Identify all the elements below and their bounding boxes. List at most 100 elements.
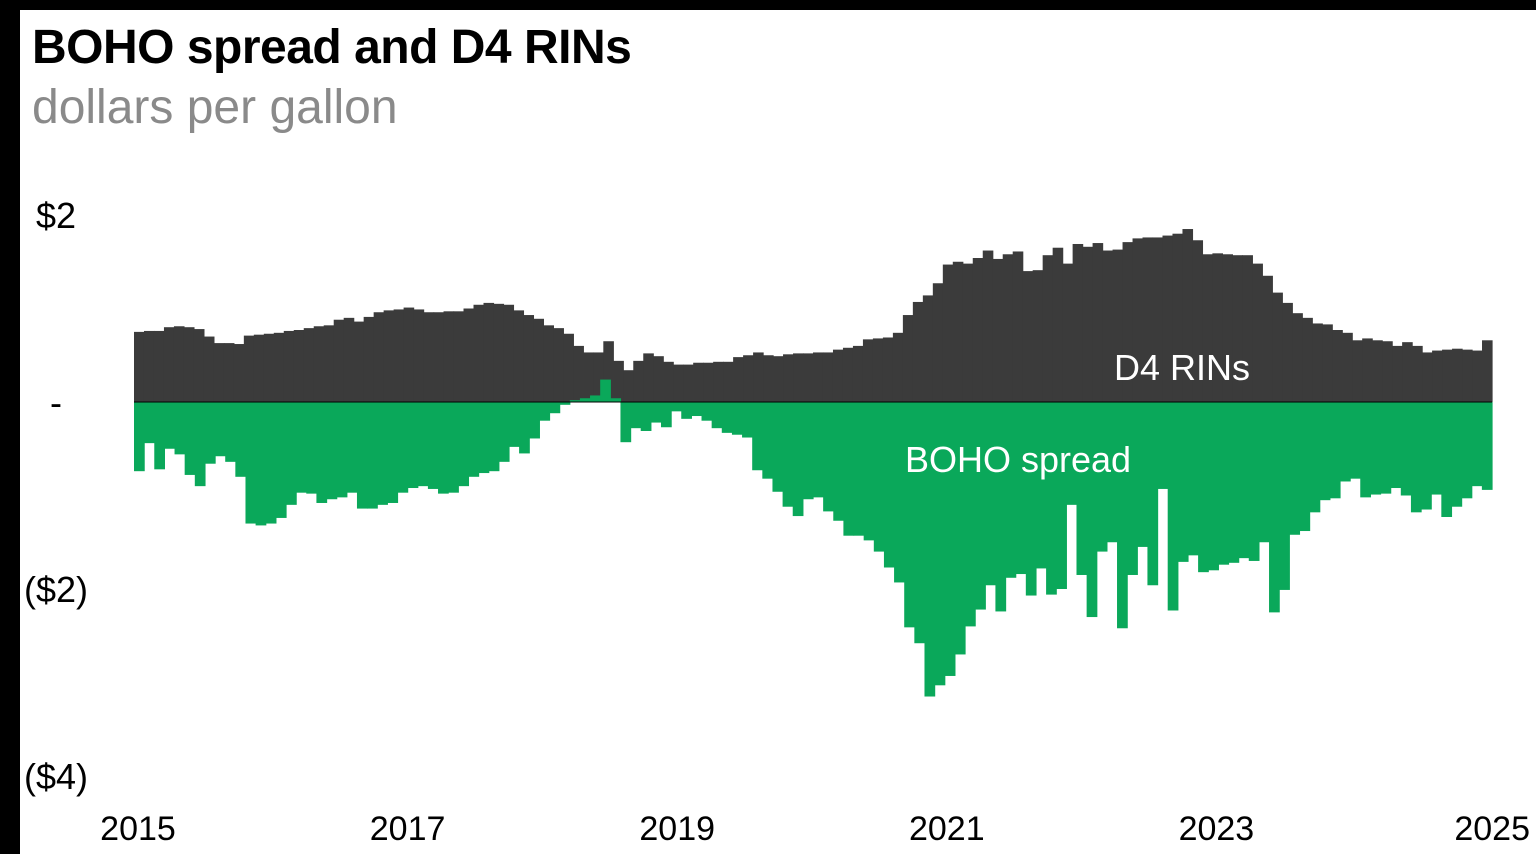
boho-spread-bar bbox=[356, 402, 368, 509]
boho-spread-bar bbox=[833, 402, 844, 521]
x-tick-label: 2023 bbox=[1179, 810, 1255, 848]
boho-spread-bar bbox=[1431, 402, 1442, 495]
boho-spread-bar bbox=[1035, 402, 1047, 569]
d4-rins-bar bbox=[1222, 254, 1233, 402]
d4-rins-bar bbox=[1392, 345, 1403, 402]
boho-spread-bar bbox=[944, 402, 956, 676]
boho-spread-bar bbox=[1350, 402, 1361, 479]
d4-rins-bar bbox=[563, 333, 574, 402]
boho-spread-bar bbox=[215, 402, 226, 457]
boho-spread-bar bbox=[569, 400, 581, 402]
boho-spread-bar bbox=[265, 402, 277, 524]
series-d4-rins bbox=[134, 229, 1493, 403]
boho-spread-bar bbox=[894, 402, 905, 583]
d4-rins-bar bbox=[253, 334, 265, 402]
boho-spread-bar bbox=[965, 402, 976, 627]
y-axis-ticks: $2 - ($2) ($4) bbox=[24, 195, 88, 797]
d4-rins-bar bbox=[283, 330, 295, 402]
boho-spread-bar bbox=[1005, 402, 1017, 578]
boho-spread-bar bbox=[255, 402, 267, 526]
boho-spread-bar bbox=[1228, 402, 1240, 563]
boho-spread-bar bbox=[508, 402, 520, 447]
boho-spread-bar bbox=[1198, 402, 1209, 573]
d4-rins-bar bbox=[902, 315, 914, 402]
boho-spread-bar bbox=[387, 402, 399, 503]
d4-rins-bar bbox=[673, 364, 684, 402]
d4-rins-bar bbox=[1292, 313, 1303, 402]
d4-rins-bar bbox=[573, 345, 584, 402]
d4-rins-bar bbox=[1162, 235, 1174, 402]
boho-spread-bar bbox=[590, 395, 601, 402]
boho-spread-bar bbox=[336, 402, 348, 498]
boho-spread-bar bbox=[1471, 402, 1483, 487]
series-boho-spread bbox=[134, 379, 1493, 697]
boho-spread-bar bbox=[985, 402, 997, 586]
boho-spread-bar bbox=[417, 402, 429, 487]
d4-rins-bar bbox=[683, 364, 694, 402]
d4-rins-bar bbox=[1442, 349, 1453, 402]
d4-rins-bar bbox=[1022, 271, 1034, 402]
d4-rins-bar bbox=[832, 349, 844, 402]
d4-rins-bar bbox=[1262, 275, 1273, 402]
boho-spread-bar bbox=[377, 402, 388, 505]
d4-rins-bar bbox=[483, 302, 495, 402]
d4-rins-bar bbox=[1082, 246, 1094, 402]
boho-spread-bar bbox=[225, 402, 236, 462]
d4-rins-bar bbox=[353, 321, 365, 402]
d4-rins-bar bbox=[593, 352, 604, 402]
d4-rins-bar bbox=[1422, 352, 1433, 402]
boho-spread-bar bbox=[204, 402, 216, 464]
d4-rins-bar bbox=[723, 361, 734, 402]
d4-rins-bar bbox=[243, 335, 255, 402]
boho-spread-bar bbox=[245, 402, 257, 524]
boho-spread-bar bbox=[164, 402, 176, 449]
d4-rins-bar bbox=[273, 332, 285, 402]
d4-rins-bar bbox=[793, 353, 804, 402]
d4-rins-bar bbox=[423, 312, 435, 402]
d4-rins-bar bbox=[143, 330, 155, 402]
d4-rins-bar bbox=[643, 353, 654, 402]
boho-spread-bar bbox=[721, 402, 733, 433]
boho-spread-bar bbox=[448, 402, 459, 493]
boho-spread-bar bbox=[823, 402, 834, 512]
boho-spread-bar bbox=[326, 402, 338, 500]
d4-rins-bar bbox=[693, 362, 704, 402]
boho-spread-bar bbox=[1410, 402, 1422, 513]
boho-spread-bar bbox=[863, 402, 875, 541]
d4-rins-bar bbox=[553, 328, 564, 402]
boho-spread-bar bbox=[1269, 402, 1280, 613]
d4-rins-bar bbox=[1362, 338, 1373, 402]
boho-spread-bar bbox=[1117, 402, 1128, 629]
boho-spread-bar bbox=[1481, 402, 1493, 490]
d4-rins-bar bbox=[513, 310, 525, 402]
boho-spread-bar bbox=[1258, 402, 1270, 543]
boho-spread-bar bbox=[306, 402, 318, 494]
boho-spread-bar bbox=[559, 402, 571, 405]
d4-rins-bar bbox=[333, 319, 345, 402]
d4-rins-bar bbox=[922, 295, 934, 402]
d4-rins-bar bbox=[992, 258, 1004, 402]
boho-spread-bar bbox=[488, 402, 500, 472]
boho-spread-bar bbox=[1329, 402, 1341, 499]
d4-rins-bar bbox=[1192, 240, 1204, 402]
d4-rins-bar bbox=[1012, 251, 1024, 402]
boho-spread-bar bbox=[1400, 402, 1412, 496]
boho-spread-bar bbox=[1370, 402, 1382, 495]
d4-rins-bar bbox=[1062, 263, 1074, 402]
d4-rins-bar bbox=[583, 352, 594, 402]
boho-spread-bar bbox=[1441, 402, 1453, 517]
boho-spread-bar bbox=[752, 402, 763, 471]
boho-spread-bar bbox=[681, 402, 692, 419]
d4-rins-bar bbox=[363, 316, 375, 402]
boho-spread-bar bbox=[762, 402, 774, 479]
d4-rins-bar bbox=[1032, 270, 1044, 402]
d4-rins-bar bbox=[373, 312, 385, 402]
boho-spread-bar bbox=[1015, 402, 1027, 575]
d4-rins-bar bbox=[1142, 237, 1154, 402]
boho-spread-bar bbox=[397, 402, 409, 493]
x-tick-label: 2019 bbox=[639, 810, 715, 848]
chart-title: BOHO spread and D4 RINs bbox=[32, 21, 632, 74]
d4-rins-bar bbox=[803, 353, 814, 402]
boho-spread-bar bbox=[174, 402, 186, 455]
boho-spread-bar bbox=[1360, 402, 1371, 498]
